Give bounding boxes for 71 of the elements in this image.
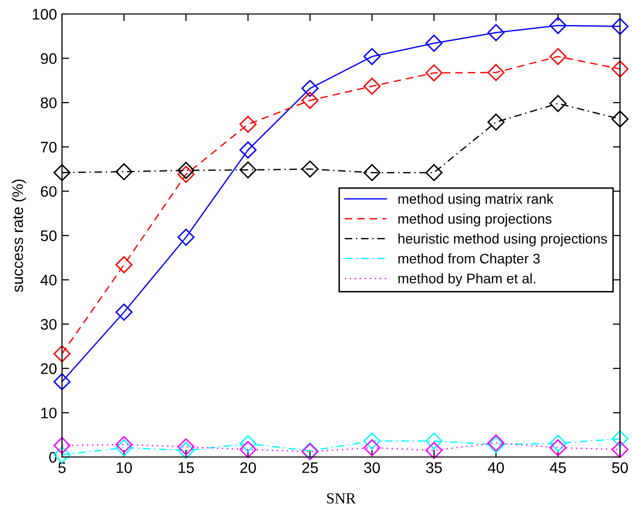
point	[363, 432, 381, 450]
x-tick-label: 50	[612, 462, 628, 474]
point	[301, 80, 319, 97]
point	[549, 439, 567, 456]
point	[177, 228, 195, 246]
point	[363, 48, 381, 66]
point	[425, 432, 443, 450]
y-axis-title: success rate (%)	[12, 180, 26, 292]
point	[487, 64, 505, 82]
point	[239, 141, 257, 159]
point	[611, 18, 629, 35]
point	[611, 110, 629, 128]
y-tick-label: 100	[32, 8, 57, 20]
point	[53, 345, 71, 362]
y-tick-label: 60	[40, 186, 57, 197]
x-axis-title: SNR	[327, 493, 356, 504]
point	[549, 94, 567, 112]
y-tick-label: 30	[40, 318, 57, 330]
y-tick-label: 90	[40, 53, 57, 64]
legend-label: method by Pham et al.	[398, 273, 536, 286]
point	[301, 160, 319, 178]
point	[177, 162, 195, 179]
x-tick-label: 40	[488, 462, 504, 474]
y-tick-label: 80	[40, 97, 57, 108]
x-tick-label: 35	[426, 462, 442, 474]
x-tick-label: 10	[116, 462, 132, 474]
point	[363, 78, 381, 95]
point	[239, 440, 257, 458]
y-tick-label: 40	[40, 274, 57, 286]
y-tick-label: 70	[40, 142, 57, 153]
x-tick-label: 5	[58, 462, 66, 474]
point	[239, 435, 257, 452]
point	[487, 24, 505, 42]
point	[363, 164, 381, 182]
point	[425, 64, 443, 82]
point	[425, 164, 443, 182]
point	[177, 438, 195, 456]
point	[549, 434, 567, 452]
x-tick-label: 25	[302, 462, 318, 474]
point	[177, 166, 195, 183]
point	[549, 48, 567, 66]
point	[115, 256, 133, 274]
point	[115, 163, 133, 180]
point	[239, 161, 257, 178]
legend-label: method using matrix rank	[398, 194, 554, 207]
legend-label: method from Chapter 3	[398, 253, 540, 266]
point	[115, 439, 133, 456]
x-tick-label: 45	[550, 462, 566, 474]
point	[487, 114, 505, 131]
point	[363, 439, 381, 456]
point	[611, 60, 629, 78]
legend-label: method using projections	[398, 214, 552, 227]
point	[53, 164, 71, 182]
y-tick-label: 20	[40, 363, 57, 374]
point	[115, 436, 133, 454]
point	[301, 92, 319, 109]
y-tick-label: 10	[41, 408, 57, 418]
point	[425, 34, 443, 52]
point	[425, 442, 443, 459]
point	[239, 116, 257, 133]
point	[115, 304, 133, 321]
legend-label: heuristic method using projections	[398, 233, 608, 246]
point	[549, 16, 567, 34]
point	[611, 440, 629, 458]
point	[611, 430, 629, 448]
x-tick-label: 20	[240, 462, 256, 474]
point	[177, 442, 195, 459]
y-tick-label: 50	[40, 230, 57, 242]
point	[53, 373, 71, 390]
x-tick-label: 30	[364, 462, 380, 474]
x-tick-label: 15	[178, 462, 194, 474]
